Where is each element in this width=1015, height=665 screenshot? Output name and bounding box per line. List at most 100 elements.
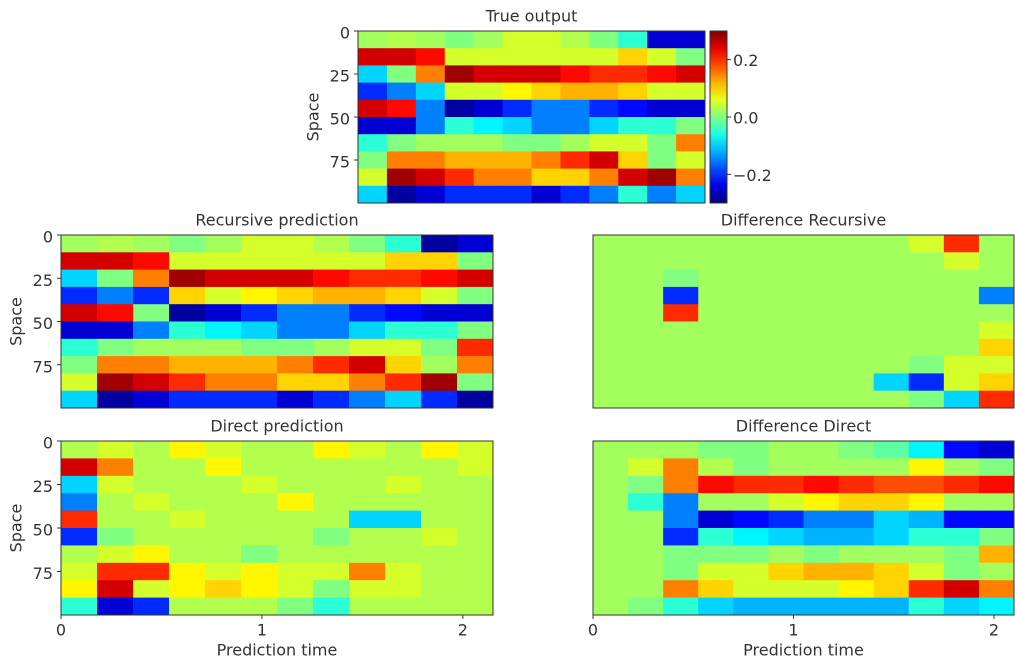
x-tick-label: 2 xyxy=(458,621,468,640)
heatmap-cell xyxy=(838,321,875,340)
heatmap-cell xyxy=(873,493,910,512)
heatmap-cell xyxy=(61,321,98,340)
heatmap-cell xyxy=(676,82,706,101)
heatmap-cell xyxy=(589,65,619,84)
heatmap-cell xyxy=(803,441,840,459)
heatmap-cell xyxy=(349,286,386,305)
heatmap-cell xyxy=(313,321,350,340)
heatmap-cell xyxy=(386,82,417,101)
heatmap-cell xyxy=(589,134,619,152)
heatmap-cell xyxy=(531,117,561,135)
heatmap-cell xyxy=(593,493,629,512)
heatmap-cell xyxy=(169,510,206,529)
heatmap-cell xyxy=(943,580,980,599)
heatmap-cell xyxy=(385,321,422,340)
heatmap-cell xyxy=(457,597,494,616)
heatmap-cell xyxy=(169,545,206,564)
heatmap-cell xyxy=(628,441,664,459)
heatmap-cell xyxy=(133,373,170,392)
heatmap-cell xyxy=(733,441,769,459)
heatmap-cell xyxy=(698,528,734,546)
heatmap-cell xyxy=(803,269,840,288)
heatmap-cell xyxy=(385,458,422,477)
heatmap-cell xyxy=(560,168,590,187)
heatmap-cell xyxy=(803,356,840,374)
heatmap-cell xyxy=(873,580,910,599)
heatmap-cell xyxy=(61,562,98,581)
heatmap-cell xyxy=(733,597,769,616)
heatmap-cell xyxy=(838,286,875,305)
heatmap-cell xyxy=(618,82,648,101)
heatmap-cell xyxy=(698,493,734,512)
heatmap-cell xyxy=(277,597,314,616)
heatmap-cell xyxy=(873,545,910,564)
heatmap-cell xyxy=(698,321,734,340)
heatmap-cell xyxy=(457,390,494,409)
heatmap-cell xyxy=(169,235,206,253)
panel-title: Direct prediction xyxy=(210,417,343,436)
heatmap-cell xyxy=(663,269,699,288)
y-tick-label: 75 xyxy=(330,153,350,172)
heatmap-cell xyxy=(205,580,242,599)
heatmap-cell xyxy=(908,373,945,392)
heatmap-cell xyxy=(838,373,875,392)
heatmap-cell xyxy=(349,493,386,512)
heatmap-cell xyxy=(313,562,350,581)
heatmap-cell xyxy=(593,321,629,340)
heatmap-cell xyxy=(502,31,532,49)
heatmap-cell xyxy=(61,252,98,271)
heatmap-cell xyxy=(838,458,875,477)
heatmap-cell xyxy=(473,48,504,66)
heatmap-cell xyxy=(733,545,769,564)
heatmap-cell xyxy=(277,528,314,546)
heatmap-cell xyxy=(277,545,314,564)
heatmap-cell xyxy=(241,597,278,616)
heatmap-cell xyxy=(768,458,804,477)
heatmap-cell xyxy=(647,185,677,204)
heatmap-cell xyxy=(733,510,769,529)
heatmap-cell xyxy=(133,545,170,564)
heatmap-cell xyxy=(943,441,980,459)
heatmap-cell xyxy=(473,82,504,101)
heatmap-cell xyxy=(803,580,840,599)
heatmap-cell xyxy=(169,321,206,340)
heatmap-cell xyxy=(313,510,350,529)
heatmap-cell xyxy=(313,493,350,512)
heatmap-cell xyxy=(943,510,980,529)
heatmap-cell xyxy=(415,117,446,135)
heatmap-cell xyxy=(663,441,699,459)
heatmap-cell xyxy=(733,562,769,581)
heatmap-cell xyxy=(97,597,134,616)
heatmap-cell xyxy=(978,493,1015,512)
heatmap-cell xyxy=(385,493,422,512)
heatmap-cell xyxy=(169,562,206,581)
heatmap-cell xyxy=(803,373,840,392)
heatmap-cell xyxy=(349,597,386,616)
heatmap-cell xyxy=(873,373,910,392)
y-tick-label: 75 xyxy=(33,564,53,583)
heatmap-cell xyxy=(733,286,769,305)
heatmap-cell xyxy=(698,510,734,529)
heatmap-cell xyxy=(663,458,699,477)
heatmap-cell xyxy=(205,235,242,253)
heatmap-cell xyxy=(444,65,475,84)
y-tick-label: 75 xyxy=(33,357,53,376)
heatmap-cell xyxy=(97,562,134,581)
heatmap-cell xyxy=(277,580,314,599)
heatmap-cell xyxy=(241,252,278,271)
heatmap-cell xyxy=(647,31,677,49)
heatmap-cell xyxy=(838,390,875,409)
heatmap-cell xyxy=(593,580,629,599)
heatmap-cell xyxy=(133,235,170,253)
heatmap-cell xyxy=(908,441,945,459)
heatmap-cell xyxy=(943,269,980,288)
heatmap-cell xyxy=(169,286,206,305)
heatmap-cell xyxy=(908,235,945,253)
heatmap-cell xyxy=(205,597,242,616)
heatmap-cell xyxy=(169,252,206,271)
heatmap-cell xyxy=(415,168,446,187)
heatmap-cell xyxy=(205,252,242,271)
heatmap-cell xyxy=(241,475,278,494)
heatmap-cell xyxy=(502,82,532,101)
heatmap-cell xyxy=(457,321,494,340)
